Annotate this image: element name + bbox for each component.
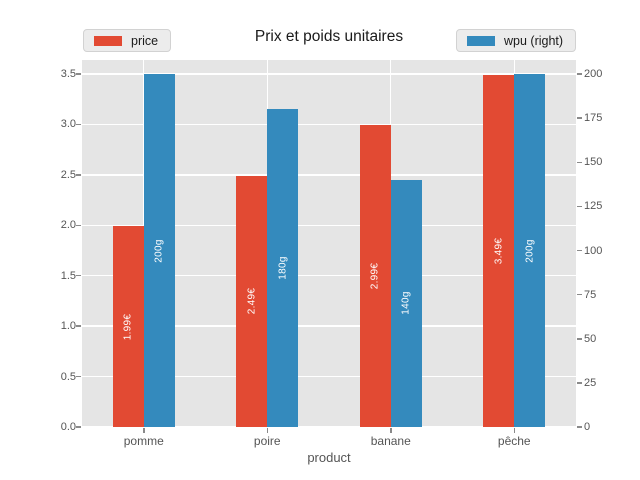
bar-value-label: 2.49€ [246,288,258,315]
y-left-tick-label: 3.0 [60,118,76,131]
x-tick-mark [513,428,515,433]
y-left-tick-label: 2.0 [60,219,76,232]
y-right-tick-mark [577,161,582,163]
y-right-tick-mark [577,73,582,75]
wpuright-bar-pomme [143,74,175,427]
bar-value-label: 200g [524,238,536,263]
price-legend-swatch [94,35,122,46]
price-bar-banane [359,125,391,427]
y-right-tick-label: 75 [584,288,597,301]
y-left-tick-label: 0.5 [60,370,76,383]
y-left-tick-label: 2.5 [60,168,76,181]
y-left-tick-mark [76,274,81,277]
y-left-tick-mark [76,325,81,327]
y-right-tick-mark [577,117,582,119]
x-tick-label-poire: poire [253,434,281,448]
wpu-legend-label: wpu (right) [504,33,564,48]
y-left-tick-mark [76,224,81,227]
bar-value-label: 200g [153,238,165,263]
x-tick-label-pêche: pêche [497,434,531,448]
y-right-tick-label: 50 [584,332,597,345]
gridline-horizontal [82,426,576,428]
bar-value-label: 180g [277,256,289,280]
y-left-tick-label: 0.0 [60,421,76,433]
y-left-tick-mark [76,426,81,428]
y-right-tick-mark [577,338,582,340]
y-left-tick-label: 1.5 [60,269,76,282]
chart-title: Prix et poids unitaires [254,28,404,45]
x-axis-label: product [307,450,351,465]
y-right-tick-mark [577,426,582,428]
x-tick-mark [266,428,268,433]
y-right-tick-label: 150 [584,156,603,169]
price-bar-poire [236,175,268,427]
y-right-tick-label: 200 [584,68,603,80]
bar-value-label: 2.99€ [369,262,381,290]
y-right-tick-label: 175 [584,112,603,125]
y-left-tick-label: 1.0 [60,320,76,333]
x-tick-mark [390,428,392,433]
y-left-tick-mark [76,375,81,378]
y-right-tick-mark [577,382,582,384]
wpu-legend-swatch [467,35,495,46]
x-tick-mark [143,428,145,433]
y-right-tick-label: 25 [584,376,597,389]
gridline-horizontal [82,325,576,327]
bar-value-label: 3.49€ [493,237,505,265]
gridline-horizontal [82,375,576,378]
gridline-horizontal [82,123,576,126]
wpuright-bar-poire [267,109,299,427]
y-right-tick-label: 0 [584,421,591,433]
y-left-tick-label: 3.5 [60,68,76,80]
gridline-horizontal [82,275,576,277]
y-left-tick-mark [76,123,81,126]
gridline-horizontal [82,73,576,75]
wpuright-bar-pêche [514,74,546,427]
plot-area: 1.99€ 2.49€ 2.99€ 3.49€ 200g 180g 140g 200g [82,60,576,428]
gridline-horizontal [82,224,576,226]
x-tick-label-pomme: pomme [123,434,164,448]
price-legend-label: price [131,33,159,48]
y-right-tick-mark [577,293,582,296]
bar-value-label: 1.99€ [122,313,134,340]
y-right-tick-label: 125 [584,200,603,213]
legend-wpu: wpu (right) [456,29,577,52]
gridline-horizontal [82,174,576,176]
y-right-tick-label: 100 [584,244,603,257]
price-bar-pêche [483,75,515,427]
y-right-tick-mark [577,205,582,208]
y-left-tick-mark [76,73,81,75]
y-left-tick-mark [76,174,81,176]
wpuright-bar-banane [390,179,422,427]
legend-price: price [83,29,172,52]
x-tick-label-banane: banane [370,434,411,448]
y-right-tick-mark [577,249,582,252]
price-bar-pomme [112,226,144,427]
bar-value-label: 140g [400,291,412,316]
